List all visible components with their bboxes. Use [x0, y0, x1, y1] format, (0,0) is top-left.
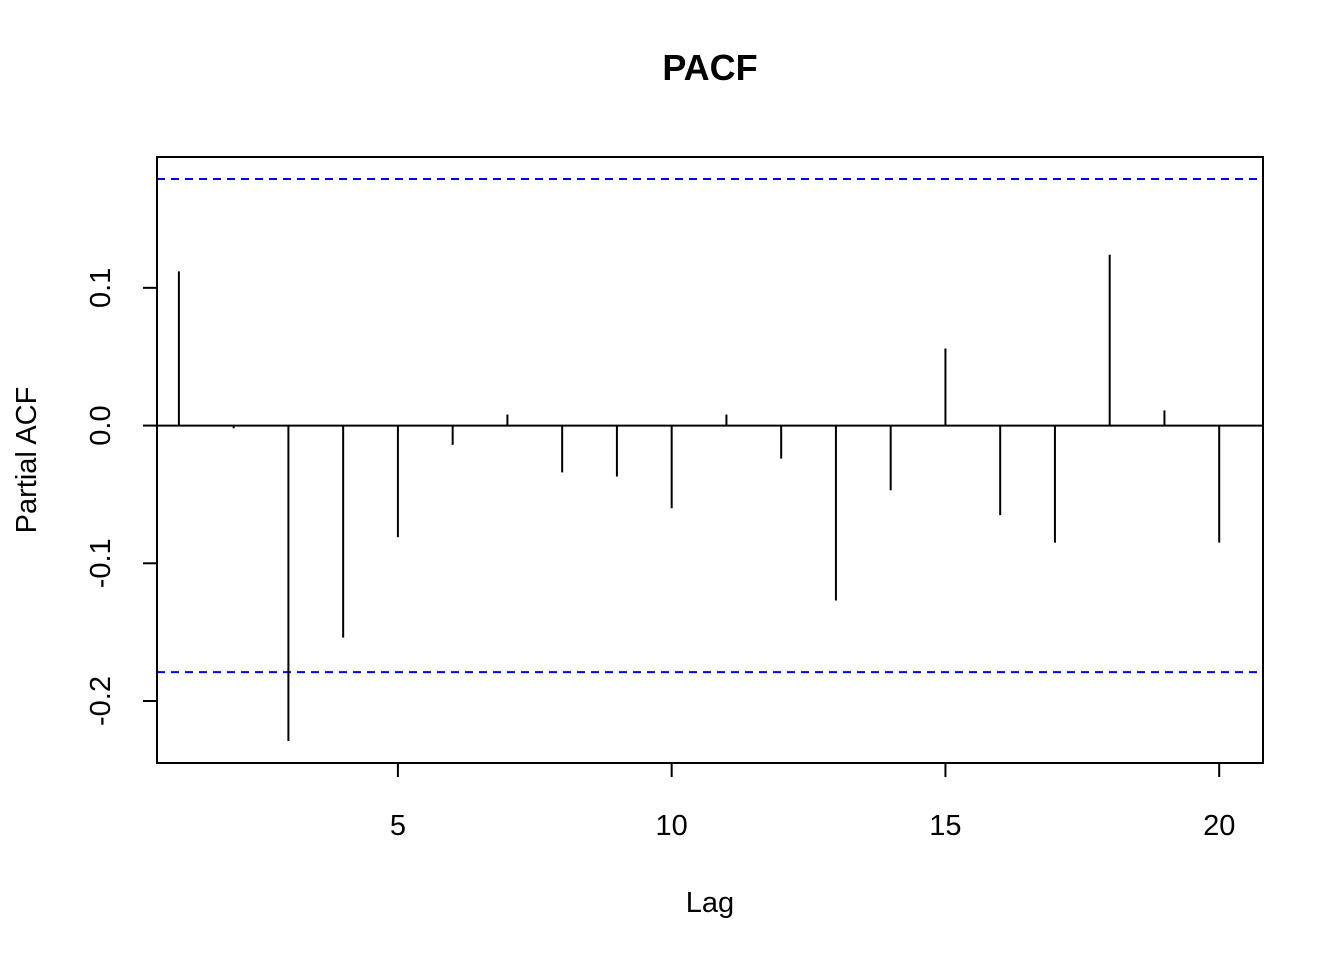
- x-tick-label: 20: [1203, 810, 1235, 842]
- x-tick-label: 15: [929, 810, 961, 842]
- y-tick-label: 0.1: [85, 268, 117, 308]
- y-tick-label: -0.1: [85, 538, 117, 588]
- y-tick-label: 0.0: [85, 405, 117, 445]
- chart-title: PACF: [662, 47, 757, 88]
- y-axis: -0.2 -0.1 0.0 0.1: [85, 268, 158, 726]
- x-tick-label: 10: [656, 810, 688, 842]
- y-tick-label: -0.2: [85, 676, 117, 726]
- x-axis-label: Lag: [686, 887, 734, 919]
- plot-area: [157, 178, 1263, 741]
- y-axis-label: Partial ACF: [11, 387, 43, 534]
- x-tick-label: 5: [390, 810, 406, 842]
- x-axis: 5 10 15 20: [390, 762, 1235, 842]
